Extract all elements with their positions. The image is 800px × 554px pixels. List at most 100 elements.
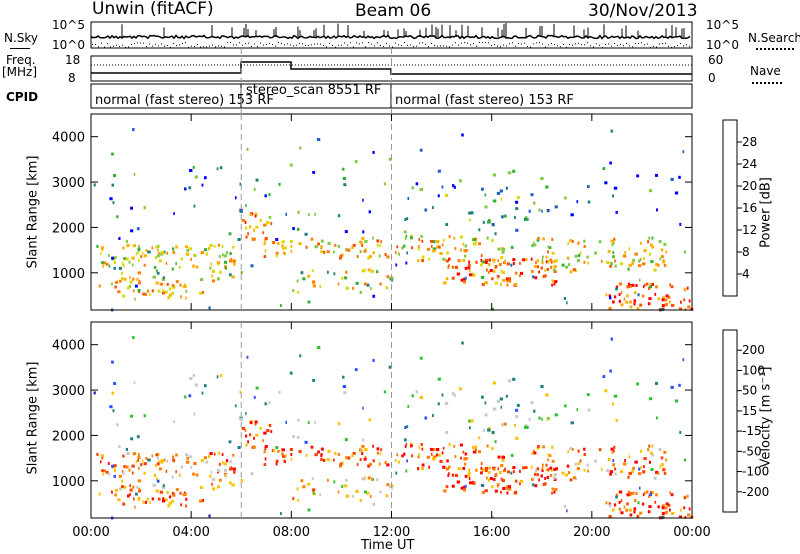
power-cell: [185, 296, 187, 300]
power-cell: [531, 269, 534, 273]
velocity-cell: [627, 475, 630, 479]
velocity-cell: [457, 467, 461, 471]
velocity-cell: [386, 483, 390, 487]
power-cell: [266, 221, 270, 225]
velocity-cell: [468, 477, 471, 481]
velocity-cell: [467, 471, 471, 475]
nsearch-dot: [191, 45, 192, 47]
nsearch-dot: [512, 42, 513, 44]
power-cell: [113, 256, 117, 260]
nsearch-dot: [467, 42, 468, 44]
power-cell: [200, 251, 204, 255]
velocity-cell: [289, 448, 293, 451]
velocity-cell: [297, 498, 300, 502]
power-cell: [478, 228, 481, 232]
velocity-cell: [612, 463, 615, 467]
power-cell: [468, 260, 471, 264]
power-cell: [397, 252, 400, 256]
power-cell: [583, 239, 586, 243]
velocity-cell: [486, 444, 489, 448]
nsearch-dot: [443, 45, 444, 47]
velocity-colorbar-tick-label: -200: [742, 485, 769, 499]
velocity-cell: [175, 470, 177, 474]
velocity-cell: [205, 460, 209, 464]
nsearch-dot: [632, 46, 633, 48]
nsearch-dot: [419, 42, 420, 44]
velocity-cell: [485, 469, 488, 472]
power-cell: [564, 196, 567, 200]
velocity-cell: [277, 449, 280, 453]
nsearch-dot: [197, 44, 198, 46]
power-cell: [368, 210, 371, 214]
velocity-cell: [626, 502, 629, 506]
velocity-cell: [111, 490, 113, 494]
velocity-cell: [192, 472, 195, 476]
velocity-cell: [281, 452, 284, 456]
power-cell: [277, 241, 280, 245]
power-cell: [282, 246, 286, 250]
power-cell: [137, 250, 140, 254]
nsearch-tick-high: 10^5: [706, 18, 739, 32]
power-cell: [211, 274, 213, 278]
velocity-cell: [637, 501, 640, 505]
power-cell: [508, 279, 512, 283]
power-colorbar-tick-label: 12: [742, 223, 757, 237]
power-cell: [239, 182, 242, 186]
power-cell: [648, 286, 651, 290]
power-cell: [285, 212, 287, 216]
velocity-cell: [155, 489, 159, 493]
power-cell: [112, 201, 115, 205]
velocity-cell: [275, 446, 279, 449]
velocity-cell: [623, 505, 626, 509]
velocity-cell: [380, 448, 383, 452]
power-cell: [643, 249, 647, 253]
velocity-cell: [188, 455, 192, 459]
velocity-cell: [302, 485, 306, 489]
velocity-cell: [540, 385, 544, 388]
power-cell: [283, 251, 285, 255]
ytick-label: 4000: [52, 339, 85, 354]
velocity-cell: [270, 430, 273, 433]
power-cell: [613, 295, 617, 299]
nsearch-dot: [377, 42, 378, 44]
velocity-cell: [454, 473, 459, 477]
power-cell: [492, 269, 496, 273]
power-cell: [687, 305, 691, 309]
nsearch-dot: [599, 44, 600, 46]
power-cell: [510, 263, 513, 267]
power-cell: [664, 298, 668, 302]
power-cell: [533, 243, 537, 247]
nsearch-dot: [167, 45, 168, 46]
power-cell: [380, 240, 383, 244]
power-cell: [362, 198, 364, 202]
power-cell: [307, 300, 311, 304]
power-cell: [347, 248, 351, 252]
power-cell: [364, 268, 366, 272]
power-cell: [417, 259, 420, 263]
power-cell: [292, 227, 295, 231]
velocity-cell: [496, 484, 499, 488]
power-cell: [161, 277, 166, 281]
power-cell: [540, 177, 544, 180]
power-cell: [162, 276, 165, 280]
nsearch-dot: [545, 46, 546, 48]
power-cell: [437, 245, 441, 249]
power-cell: [290, 249, 293, 253]
velocity-cell: [204, 384, 207, 388]
nsky-tick-high: 10^5: [52, 18, 85, 32]
power-cell: [657, 297, 660, 301]
power-cell: [327, 241, 331, 245]
power-cell: [175, 245, 178, 249]
nsearch-dot: [410, 44, 411, 46]
velocity-cell: [500, 477, 503, 481]
power-cell: [143, 263, 146, 267]
power-cell: [203, 248, 207, 252]
velocity-cell: [113, 382, 117, 385]
nsearch-dot: [344, 42, 345, 44]
velocity-cell: [577, 462, 581, 465]
power-cell: [468, 269, 471, 273]
power-cell: [612, 251, 615, 255]
power-cell: [359, 241, 363, 245]
velocity-cell: [606, 469, 610, 472]
velocity-cell: [635, 492, 638, 495]
